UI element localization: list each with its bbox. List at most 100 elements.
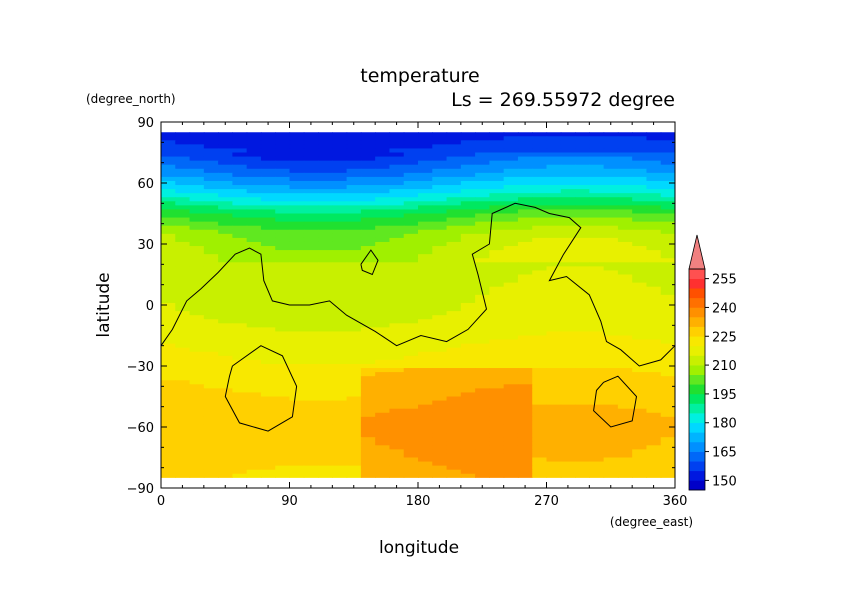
heatmap-cell bbox=[260, 290, 276, 296]
heatmap-cell bbox=[161, 465, 176, 471]
heatmap-cell bbox=[403, 319, 419, 324]
heatmap-cell bbox=[403, 221, 419, 227]
heatmap-cell bbox=[318, 445, 333, 450]
heatmap-cell bbox=[360, 221, 376, 227]
heatmap-cell bbox=[289, 262, 305, 267]
heatmap-cell bbox=[603, 420, 619, 426]
heatmap-cell bbox=[275, 461, 291, 467]
x-axis: 0 90 180 270 360 bbox=[157, 122, 687, 509]
heatmap-cell bbox=[460, 225, 476, 231]
heatmap-cell bbox=[346, 180, 362, 186]
heatmap-cell bbox=[161, 376, 176, 381]
heatmap-cell bbox=[532, 213, 548, 219]
heatmap-cell bbox=[303, 132, 319, 137]
heatmap-cell bbox=[332, 380, 348, 385]
heatmap-cell bbox=[246, 197, 262, 202]
heatmap-cell bbox=[575, 205, 590, 211]
heatmap-cell bbox=[503, 270, 519, 276]
heatmap-cell bbox=[475, 412, 490, 418]
heatmap-cell bbox=[203, 437, 219, 442]
heatmap-cell bbox=[517, 250, 533, 255]
heatmap-cell bbox=[403, 359, 419, 365]
heatmap-cell bbox=[503, 241, 519, 247]
heatmap-cell bbox=[260, 408, 276, 414]
heatmap-cell bbox=[360, 355, 376, 361]
heatmap-cell bbox=[589, 319, 605, 324]
heatmap-cell bbox=[646, 400, 662, 406]
heatmap-cell bbox=[446, 355, 462, 361]
heatmap-cell bbox=[432, 465, 448, 471]
heatmap-cell bbox=[432, 445, 448, 450]
heatmap-cell bbox=[318, 404, 333, 410]
heatmap-cell bbox=[560, 213, 576, 219]
heatmap-cell bbox=[203, 368, 219, 373]
heatmap-cell bbox=[503, 197, 519, 202]
heatmap-cell bbox=[289, 225, 305, 231]
heatmap-cell bbox=[303, 144, 319, 150]
heatmap-cell bbox=[646, 429, 662, 434]
heatmap-cell bbox=[403, 453, 419, 459]
heatmap-cell bbox=[289, 160, 305, 166]
heatmap-cell bbox=[575, 217, 590, 223]
heatmap-cell bbox=[432, 136, 448, 141]
heatmap-cell bbox=[517, 400, 533, 406]
heatmap-cell bbox=[517, 392, 533, 398]
colorbar-label: 210 bbox=[712, 359, 737, 374]
heatmap-cell bbox=[432, 416, 448, 422]
heatmap-cell bbox=[218, 254, 233, 259]
heatmap-cell bbox=[617, 416, 633, 422]
heatmap-cell bbox=[218, 217, 233, 223]
heatmap-cell bbox=[289, 457, 305, 463]
heatmap-cell bbox=[232, 168, 248, 174]
heatmap-cell bbox=[246, 209, 262, 215]
heatmap-cell bbox=[389, 437, 405, 442]
heatmap-cell bbox=[246, 185, 262, 190]
heatmap-cell bbox=[346, 246, 362, 251]
heatmap-cell bbox=[646, 469, 662, 475]
heatmap-cell bbox=[360, 445, 376, 450]
heatmap-cell bbox=[632, 441, 648, 446]
heatmap-cell bbox=[560, 412, 576, 418]
heatmap-cell bbox=[289, 473, 305, 478]
heatmap-cell bbox=[589, 335, 605, 341]
heatmap-cell bbox=[603, 172, 619, 178]
heatmap-cell bbox=[203, 246, 219, 251]
heatmap-cell bbox=[546, 307, 562, 312]
heatmap-cell bbox=[603, 408, 619, 414]
heatmap-cell bbox=[389, 319, 405, 324]
heatmap-cell bbox=[275, 302, 291, 308]
heatmap-cell bbox=[546, 286, 562, 292]
heatmap-cell bbox=[275, 156, 291, 162]
heatmap-cell bbox=[389, 148, 405, 154]
heatmap-cell bbox=[603, 384, 619, 389]
heatmap-cell bbox=[203, 433, 219, 438]
heatmap-cell bbox=[246, 144, 262, 150]
heatmap-cell bbox=[632, 392, 648, 398]
heatmap-cell bbox=[161, 205, 176, 211]
heatmap-cell bbox=[603, 233, 619, 239]
heatmap-cell bbox=[389, 453, 405, 459]
heatmap-cell bbox=[546, 429, 562, 434]
heatmap-cell bbox=[161, 237, 176, 243]
heatmap-cell bbox=[603, 445, 619, 450]
heatmap-cell bbox=[332, 254, 348, 259]
heatmap-cell bbox=[489, 294, 505, 300]
heatmap-cell bbox=[589, 168, 605, 174]
heatmap-cell bbox=[646, 461, 662, 467]
heatmap-cell bbox=[560, 461, 576, 467]
heatmap-cell bbox=[346, 351, 362, 357]
heatmap-cell bbox=[375, 429, 391, 434]
heatmap-cell bbox=[346, 372, 362, 377]
heatmap-cell bbox=[546, 160, 562, 166]
heatmap-cell bbox=[175, 368, 191, 373]
heatmap-cell bbox=[617, 274, 633, 280]
heatmap-cell bbox=[432, 319, 448, 324]
heatmap-cell bbox=[632, 172, 648, 178]
heatmap-cell bbox=[203, 396, 219, 402]
heatmap-cell bbox=[617, 209, 633, 215]
heatmap-cell bbox=[303, 274, 319, 280]
heatmap-cell bbox=[303, 172, 319, 178]
heatmap-cell bbox=[589, 221, 605, 227]
heatmap-cell bbox=[318, 363, 333, 369]
heatmap-cell bbox=[375, 339, 391, 345]
